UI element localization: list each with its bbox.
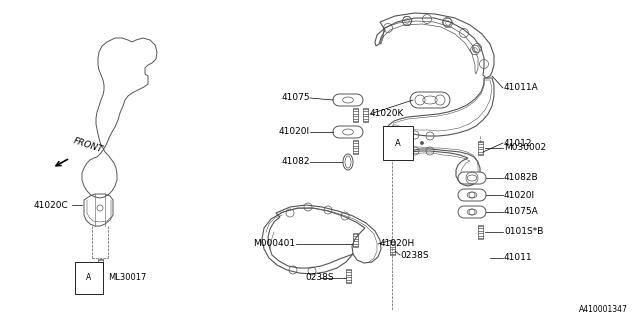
Text: 41082: 41082 xyxy=(282,157,310,166)
Text: 41020C: 41020C xyxy=(34,201,68,210)
Ellipse shape xyxy=(343,154,353,170)
Polygon shape xyxy=(333,94,363,106)
Text: 41011: 41011 xyxy=(504,253,532,262)
Text: 41020H: 41020H xyxy=(380,239,415,249)
Text: 41082B: 41082B xyxy=(504,173,539,182)
Text: ML30017: ML30017 xyxy=(108,274,147,283)
Polygon shape xyxy=(458,172,486,184)
Text: 41020K: 41020K xyxy=(370,109,404,118)
Text: 41075A: 41075A xyxy=(504,207,539,217)
Text: 41075: 41075 xyxy=(282,93,310,102)
Polygon shape xyxy=(410,92,450,108)
Text: A: A xyxy=(86,274,92,283)
Text: 41020I: 41020I xyxy=(279,127,310,137)
Text: M000401: M000401 xyxy=(253,239,295,249)
Text: FRONT: FRONT xyxy=(72,136,104,154)
Text: A410001347: A410001347 xyxy=(579,305,628,314)
Text: 0101S*B: 0101S*B xyxy=(504,228,543,236)
Text: A: A xyxy=(395,139,401,148)
Circle shape xyxy=(420,141,424,145)
Text: 41012: 41012 xyxy=(504,139,532,148)
Polygon shape xyxy=(458,189,486,201)
Polygon shape xyxy=(458,206,486,218)
Text: 41020I: 41020I xyxy=(504,190,535,199)
Polygon shape xyxy=(333,126,363,138)
Text: M030002: M030002 xyxy=(504,143,546,153)
Text: 0238S: 0238S xyxy=(305,274,333,283)
Text: 41011A: 41011A xyxy=(504,84,539,92)
Text: 0238S: 0238S xyxy=(400,252,429,260)
